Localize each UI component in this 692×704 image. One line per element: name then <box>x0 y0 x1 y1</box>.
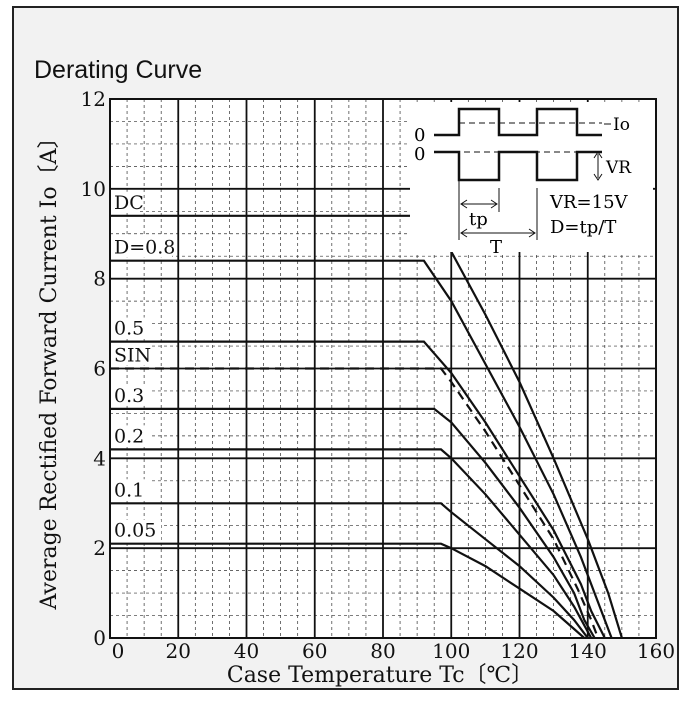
io-zero-label: 0 <box>414 125 425 146</box>
curve-label: DC <box>114 192 144 214</box>
x-axis-label: Case Temperature Tc〔℃〕 <box>227 663 533 688</box>
y-tick-label: 4 <box>93 446 106 470</box>
curve-label: D=0.8 <box>114 237 175 259</box>
x-tick-label: 160 <box>637 639 675 663</box>
x-tick-label: 80 <box>370 639 395 663</box>
y-tick-label: 8 <box>93 267 106 291</box>
x-tick-label: 120 <box>500 639 538 663</box>
t-label: T <box>490 237 502 258</box>
chart-title: Derating Curve <box>34 56 202 84</box>
x-tick-label: 140 <box>569 639 607 663</box>
y-tick-label: 0 <box>93 626 106 650</box>
y-tick-label: 2 <box>93 536 106 560</box>
pulse-inset: 0 Io 0 VR tp T VR=15V D=tp/T <box>410 102 653 258</box>
x-tick-label: 0 <box>112 639 125 663</box>
x-tick-label: 20 <box>166 639 191 663</box>
x-tick-label: 100 <box>432 639 470 663</box>
curve-label: 0.5 <box>114 318 144 340</box>
curve-label: SIN <box>114 345 151 367</box>
chart-frame: Derating Curve 0 20 40 60 80 100 120 140 160 0 2 4 6… <box>12 6 679 690</box>
y-axis-label: Average Rectified Forward Current Io〔A〕 <box>37 127 62 611</box>
curve-label: 0.05 <box>114 520 156 542</box>
curve-label: 0.3 <box>114 385 144 407</box>
duty-equation: D=tp/T <box>550 217 616 238</box>
x-tick-label: 40 <box>234 639 259 663</box>
tp-label: tp <box>469 209 488 230</box>
y-tick-label: 6 <box>93 357 106 381</box>
vr-zero-label: 0 <box>414 144 425 165</box>
io-label: Io <box>613 115 630 135</box>
curve-label: 0.2 <box>114 425 144 447</box>
curve-label: 0.1 <box>114 479 144 501</box>
y-tick-label: 12 <box>81 87 106 111</box>
vr-label: VR <box>605 158 632 178</box>
y-tick-label: 10 <box>81 177 106 201</box>
x-tick-label: 60 <box>302 639 327 663</box>
vr-equation: VR=15V <box>549 192 629 213</box>
derating-chart: Derating Curve 0 20 40 60 80 100 120 140 1600246… <box>14 8 681 692</box>
